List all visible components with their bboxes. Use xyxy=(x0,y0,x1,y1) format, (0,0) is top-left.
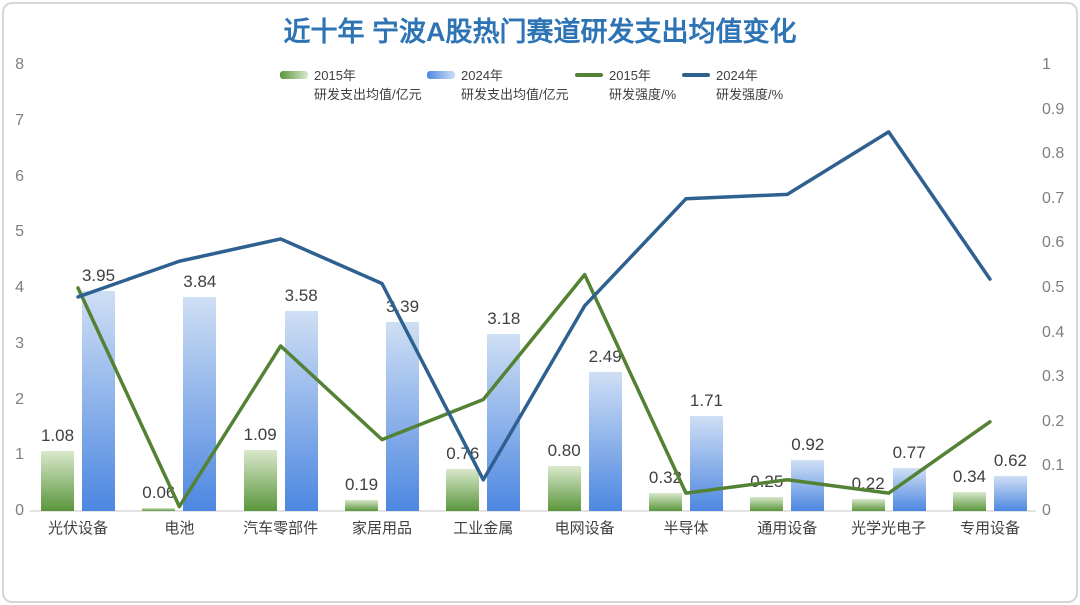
category-label-光伏设备: 光伏设备 xyxy=(47,520,108,537)
bar-2024-电池 xyxy=(183,296,217,511)
legend-label: 2015年 研发支出均值/亿元 xyxy=(314,68,422,102)
bar-swatch-2015-icon xyxy=(280,71,308,79)
right-axis-tick: 0.5 xyxy=(1042,279,1065,296)
bar-2024-工业金属 xyxy=(487,333,521,511)
value-label-bar-2024-半导体: 1.71 xyxy=(689,390,724,410)
bar-2024-汽车零部件 xyxy=(284,311,318,511)
right-axis-tick: 0.7 xyxy=(1042,189,1065,207)
bar-2015-专用设备 xyxy=(952,492,986,511)
value-label-bar-2024-汽车零部件: 3.58 xyxy=(284,286,318,306)
value-label-bar-2015-通用设备: 0.25 xyxy=(750,472,784,492)
right-axis-tick: 0.3 xyxy=(1042,368,1065,386)
value-label-bar-2015-电池: 0.06 xyxy=(142,482,176,502)
bar-2024-通用设备 xyxy=(791,459,825,511)
right-axis-tick: 0.6 xyxy=(1042,234,1065,252)
legend-item-2024-bar: 2024年 研发支出均值/亿元 xyxy=(427,66,569,104)
category-label-家居用品: 家居用品 xyxy=(351,520,412,537)
left-axis-tick: 6 xyxy=(15,167,24,185)
bar-2015-半导体 xyxy=(648,493,682,511)
line-swatch-2024-icon xyxy=(682,73,710,77)
value-label-bar-2024-光伏设备: 3.95 xyxy=(81,265,116,285)
bar-2015-汽车零部件 xyxy=(243,450,277,511)
bar-2015-电池 xyxy=(142,507,176,511)
category-label-半导体: 半导体 xyxy=(663,520,709,537)
left-axis-tick: 0 xyxy=(15,502,24,519)
legend-label: 2024年 研发强度/% xyxy=(716,68,784,102)
left-axis-tick: 8 xyxy=(15,56,24,73)
legend-label: 2015年 研发强度/% xyxy=(609,68,677,102)
value-label-bar-2024-家居用品: 3.39 xyxy=(385,297,420,316)
legend-label: 2024年 研发支出均值/亿元 xyxy=(461,68,569,102)
value-label-bar-2015-汽车零部件: 1.09 xyxy=(243,425,277,445)
category-label-光学光电子: 光学光电子 xyxy=(851,520,927,537)
left-axis-tick: 7 xyxy=(15,111,24,129)
value-label-bar-2024-通用设备: 0.92 xyxy=(791,434,825,454)
right-axis-tick: 0 xyxy=(1042,502,1051,519)
value-label-bar-2024-电网设备: 2.49 xyxy=(588,347,622,367)
bar-2015-电网设备 xyxy=(547,466,581,511)
value-label-bar-2015-半导体: 0.32 xyxy=(648,468,683,488)
left-axis-tick: 2 xyxy=(15,390,24,408)
legend-item-2015-line: 2015年 研发强度/% xyxy=(575,66,676,104)
value-label-bar-2015-光伏设备: 1.08 xyxy=(40,425,75,445)
bar-2015-家居用品 xyxy=(344,500,378,511)
bar-2024-光伏设备 xyxy=(82,290,115,511)
value-label-bar-2015-家居用品: 0.19 xyxy=(344,475,379,495)
value-label-bar-2024-专用设备: 0.62 xyxy=(993,451,1028,471)
right-axis-tick: 0.8 xyxy=(1042,145,1065,163)
right-axis-tick: 0.4 xyxy=(1042,323,1065,341)
category-label-电网设备: 电网设备 xyxy=(554,520,615,537)
value-label-bar-2015-工业金属: 0.76 xyxy=(446,443,480,463)
bar-2024-光学光电子 xyxy=(892,468,926,511)
legend-item-2024-line: 2024年 研发强度/% xyxy=(682,66,783,104)
bar-swatch-2024-icon xyxy=(427,71,455,79)
bar-2024-电网设备 xyxy=(588,372,622,511)
left-axis-tick: 5 xyxy=(15,223,24,241)
x-axis-line xyxy=(30,510,1036,512)
line-swatch-2015-icon xyxy=(575,73,603,77)
category-label-专用设备: 专用设备 xyxy=(959,520,1020,537)
bar-2015-光伏设备 xyxy=(41,450,74,511)
category-label-工业金属: 工业金属 xyxy=(453,520,514,537)
bar-2024-专用设备 xyxy=(993,476,1027,511)
bar-2015-光学光电子 xyxy=(851,498,885,511)
left-axis-tick: 3 xyxy=(15,334,24,352)
bar-2015-工业金属 xyxy=(446,468,480,511)
bar-2024-家居用品 xyxy=(385,322,419,511)
right-axis-tick: 0.1 xyxy=(1042,457,1065,475)
value-label-bar-2015-电网设备: 0.80 xyxy=(547,441,581,461)
legend-item-2015-bar: 2015年 研发支出均值/亿元 xyxy=(280,66,422,104)
legend: 2015年 研发支出均值/亿元 2024年 研发支出均值/亿元 2015年 研发强度/… xyxy=(0,66,1080,110)
value-label-bar-2024-电池: 3.84 xyxy=(183,271,217,291)
right-axis-tick: 1 xyxy=(1042,56,1051,73)
chart-title: 近十年 宁波A股热门赛道研发支出均值变化 xyxy=(283,17,797,47)
left-axis-tick: 1 xyxy=(15,446,24,464)
category-label-通用设备: 通用设备 xyxy=(757,520,818,537)
left-axis-tick: 4 xyxy=(15,279,24,296)
category-label-汽车零部件: 汽车零部件 xyxy=(243,520,319,537)
value-label-bar-2024-光学光电子: 0.77 xyxy=(892,443,926,463)
bar-2015-通用设备 xyxy=(750,497,784,511)
category-label-电池: 电池 xyxy=(164,520,195,537)
right-axis-tick: 0.2 xyxy=(1042,412,1065,430)
value-label-bar-2015-光学光电子: 0.22 xyxy=(851,473,885,493)
right-axis-tick: 0.9 xyxy=(1042,100,1065,118)
bar-2024-半导体 xyxy=(689,415,723,511)
value-label-bar-2024-工业金属: 3.18 xyxy=(487,308,521,328)
